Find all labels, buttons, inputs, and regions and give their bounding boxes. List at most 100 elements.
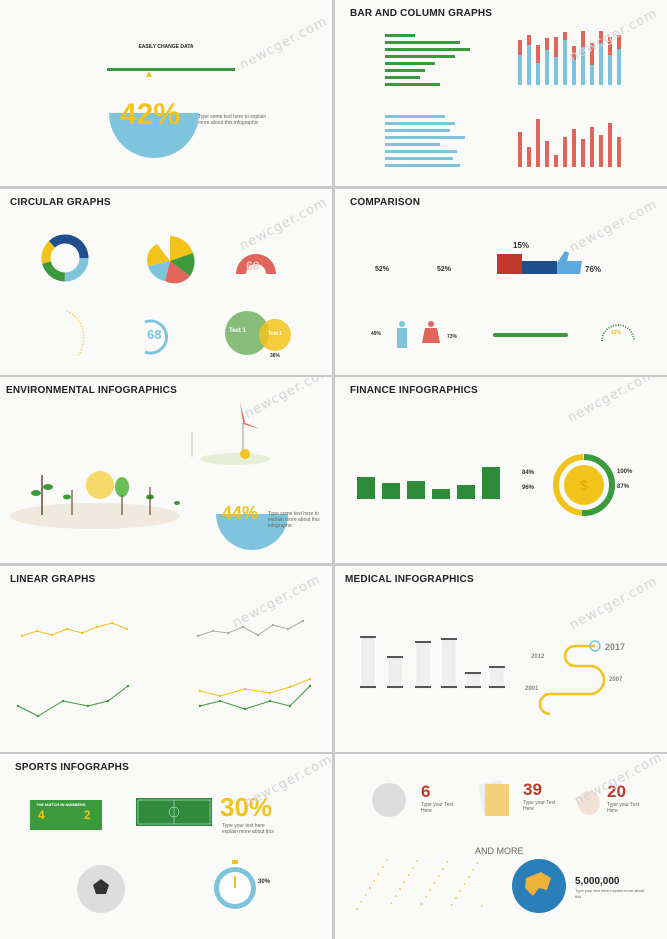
line-chart-4 xyxy=(198,677,312,711)
horizontal-bar-chart-2 xyxy=(385,115,465,167)
tube-base xyxy=(415,686,431,688)
column-segment xyxy=(617,49,621,85)
column-segment xyxy=(599,43,603,85)
svg-text:$: $ xyxy=(580,477,588,493)
data-point xyxy=(288,704,292,708)
half-circle-chart xyxy=(109,113,199,158)
venn-percent: 38% xyxy=(270,353,281,359)
easily-change-title: EASILY CHANGE DATA xyxy=(138,44,194,50)
thumb-low-pct: 15% xyxy=(513,241,530,250)
gauge-value: 68 xyxy=(246,259,260,273)
data-point xyxy=(50,633,54,637)
data-point xyxy=(286,627,290,631)
scatter-point xyxy=(446,861,449,863)
watermark: newcger.com xyxy=(565,377,659,426)
scatter-point xyxy=(420,903,423,905)
scatter-point xyxy=(467,876,470,878)
column-chart-2 xyxy=(518,119,621,167)
data-point xyxy=(256,633,260,637)
scatter-point xyxy=(403,881,406,883)
data-point xyxy=(218,699,222,703)
column-segment xyxy=(536,45,540,63)
bar xyxy=(385,76,420,79)
egg-icon xyxy=(578,791,600,815)
slider-handle-icon[interactable] xyxy=(146,71,152,77)
data-point xyxy=(243,687,247,691)
scatter-point xyxy=(429,889,431,891)
panel-title: LINEAR GRAPHS xyxy=(10,574,96,585)
slider-track[interactable] xyxy=(107,68,235,71)
watermark: newcger.com xyxy=(567,574,661,633)
money-stack xyxy=(457,485,475,499)
pie-chart xyxy=(147,236,195,284)
tube-base xyxy=(489,686,505,688)
stopwatch xyxy=(214,860,256,909)
column-segment xyxy=(590,65,594,85)
finance-pct-4: 87% xyxy=(617,484,630,490)
data-point xyxy=(106,699,110,703)
watermark: newcger.com xyxy=(237,195,331,254)
column-segment xyxy=(563,40,567,85)
bar xyxy=(385,122,455,125)
globe-icon xyxy=(512,859,566,913)
scatter-point xyxy=(442,868,444,870)
bar xyxy=(385,157,453,160)
column xyxy=(554,155,558,167)
tube xyxy=(490,667,504,689)
tube-base xyxy=(465,686,481,688)
gender-pct-2: 73% xyxy=(447,334,458,340)
percent-value: 30% xyxy=(220,792,273,822)
panel-title: ENVIRONMENTAL INFOGRAPHICS xyxy=(6,385,177,396)
data-point xyxy=(308,677,312,681)
scatter-point xyxy=(433,882,436,884)
big-number: 5,000,000 xyxy=(575,876,620,887)
data-point xyxy=(35,629,39,633)
year-2012: 2012 xyxy=(531,654,545,660)
bar xyxy=(385,164,460,167)
tube-cap xyxy=(415,641,431,643)
ring-value: 68 xyxy=(147,327,162,342)
scatter-point xyxy=(364,894,367,896)
money-stack xyxy=(357,477,375,499)
comparison-pct-2: 52% xyxy=(437,266,452,273)
column xyxy=(563,137,567,167)
stat-1-number: 6 xyxy=(421,782,431,801)
meter-pct: 42% xyxy=(611,330,622,336)
bar xyxy=(385,34,415,37)
scatter-point xyxy=(381,866,384,868)
column-segment xyxy=(563,32,567,40)
scatter-point xyxy=(476,862,479,864)
cards-icon xyxy=(477,779,509,817)
column xyxy=(527,147,531,167)
bar xyxy=(385,115,445,118)
money-stack xyxy=(482,467,500,499)
panel-title: CIRCULAR GRAPHS xyxy=(10,197,111,208)
panel-bar-column: BAR AND COLUMN GRAPHS newcger.com xyxy=(335,0,667,186)
column-segment xyxy=(554,57,558,85)
venn-label-a: Text 1 xyxy=(229,328,246,334)
data-point xyxy=(268,691,272,695)
stat-1-text: Type your Text Here xyxy=(421,802,454,814)
data-point xyxy=(86,704,90,708)
gender-pct-1: 49% xyxy=(371,331,382,337)
data-point xyxy=(110,621,114,625)
scatter-point xyxy=(377,873,380,875)
panel-title: SPORTS INFOGRAPHS xyxy=(15,762,129,773)
finance-pct-2: 100% xyxy=(617,469,633,475)
match-scoreboard xyxy=(30,800,102,830)
data-point xyxy=(125,627,129,631)
panel-title: COMPARISON xyxy=(350,197,421,208)
bar xyxy=(385,143,440,146)
year-2017: 2017 xyxy=(605,642,626,652)
tube-cap xyxy=(360,636,376,638)
stat-2-number: 39 xyxy=(523,780,542,799)
data-point xyxy=(80,631,84,635)
stat-3-text: Type your Text Here xyxy=(607,802,640,814)
data-point xyxy=(16,704,20,708)
ground-shadow xyxy=(10,503,180,529)
column xyxy=(590,127,594,167)
scatter-point xyxy=(356,908,358,910)
and-more-label: AND MORE xyxy=(475,846,524,856)
column-segment xyxy=(545,38,549,50)
